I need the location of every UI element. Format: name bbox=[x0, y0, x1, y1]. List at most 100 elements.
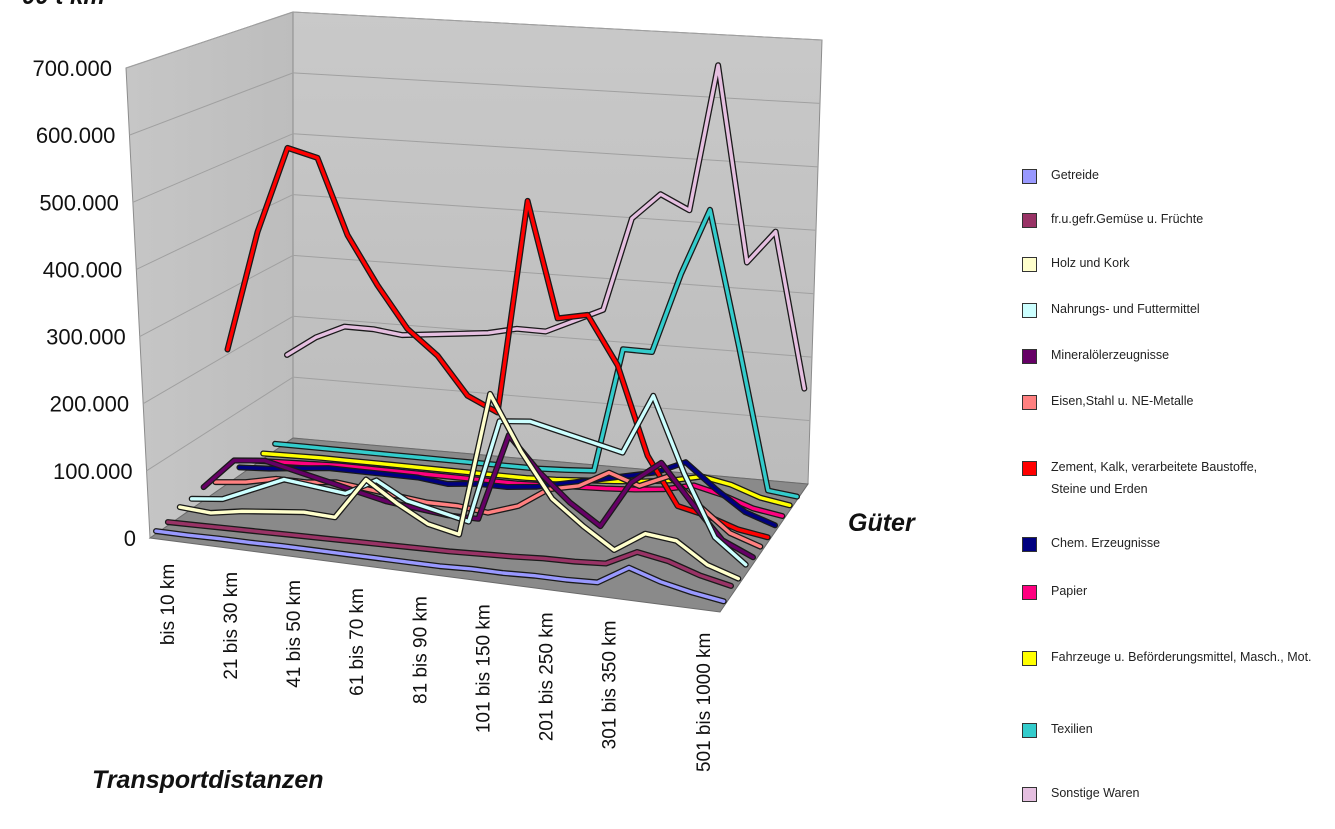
data-point bbox=[652, 395, 654, 397]
data-point bbox=[557, 317, 559, 319]
data-point bbox=[781, 515, 783, 517]
data-point bbox=[634, 489, 636, 490]
data-point bbox=[366, 488, 368, 490]
x-tick-label: 501 bis 1000 km bbox=[694, 633, 715, 772]
legend-swatch bbox=[1022, 257, 1037, 272]
data-point bbox=[361, 451, 363, 453]
x-tick-label: 301 bis 350 km bbox=[600, 620, 621, 749]
y-tick-label: 0 bbox=[124, 526, 136, 551]
data-point bbox=[723, 600, 725, 602]
data-point bbox=[238, 466, 240, 468]
data-point bbox=[328, 467, 330, 469]
data-point bbox=[486, 480, 488, 481]
gridline-back bbox=[292, 194, 817, 231]
legend-swatch bbox=[1022, 585, 1037, 600]
x-tick-label: 21 bis 30 km bbox=[221, 572, 242, 680]
data-point bbox=[315, 336, 317, 338]
data-point bbox=[286, 354, 288, 356]
y-tick-label: 100.000 bbox=[53, 459, 133, 484]
data-point bbox=[280, 461, 282, 463]
data-point bbox=[268, 468, 270, 470]
data-point bbox=[759, 497, 761, 499]
data-point bbox=[439, 565, 441, 567]
data-point bbox=[408, 466, 410, 467]
legend-item: Chem. Erzeugnisse bbox=[1022, 536, 1160, 554]
data-point bbox=[591, 441, 593, 443]
data-point bbox=[628, 567, 630, 569]
data-point bbox=[545, 331, 547, 332]
data-point bbox=[438, 468, 440, 470]
y-tick-label: 600.000 bbox=[36, 123, 116, 148]
data-point bbox=[520, 450, 522, 452]
x-axis-ticks: bis 10 km 21 bis 30 km 41 bis 50 km 61 bis … bbox=[158, 564, 715, 772]
data-point bbox=[587, 314, 589, 316]
data-point bbox=[229, 528, 231, 530]
legend-item: Zement, Kalk, verarbeitete Baustoffe, St… bbox=[1022, 460, 1291, 500]
legend-item: Eisen,Stahl u. NE-Metalle bbox=[1022, 394, 1193, 412]
data-point bbox=[527, 200, 529, 202]
data-point bbox=[651, 351, 653, 353]
legend-item: Fahrzeuge u. Beförderungsmittel, Masch.,… bbox=[1022, 650, 1312, 668]
data-point bbox=[622, 348, 624, 350]
data-point bbox=[416, 507, 418, 509]
data-point bbox=[517, 505, 519, 507]
data-point bbox=[222, 498, 223, 500]
legend-label: Chem. Erzeugnisse bbox=[1051, 536, 1161, 550]
data-point bbox=[264, 460, 266, 462]
data-point bbox=[660, 581, 662, 583]
data-point bbox=[467, 471, 469, 473]
data-point bbox=[573, 320, 575, 322]
gridline-side bbox=[132, 133, 294, 203]
data-point bbox=[506, 465, 508, 467]
y-tick-label: 400.000 bbox=[43, 257, 123, 282]
data-point bbox=[406, 500, 408, 502]
data-point bbox=[767, 536, 769, 538]
data-point bbox=[344, 553, 346, 555]
data-point bbox=[538, 471, 540, 473]
data-point bbox=[467, 395, 469, 397]
data-point bbox=[262, 453, 264, 454]
data-point bbox=[691, 592, 693, 593]
data-point bbox=[334, 516, 336, 518]
data-point bbox=[407, 561, 409, 563]
data-point bbox=[344, 326, 345, 328]
data-point bbox=[332, 448, 334, 450]
series-3 bbox=[188, 392, 749, 568]
data-point bbox=[345, 493, 347, 494]
y-tick-label: 700.000 bbox=[32, 56, 112, 81]
data-point bbox=[314, 486, 316, 487]
data-point bbox=[605, 563, 607, 564]
data-point bbox=[489, 393, 491, 395]
series-7 bbox=[236, 459, 778, 529]
data-point bbox=[198, 524, 200, 526]
data-point bbox=[387, 473, 389, 475]
gridline-side bbox=[146, 376, 294, 472]
data-point bbox=[325, 480, 327, 482]
data-point bbox=[566, 482, 568, 484]
legend-swatch bbox=[1022, 303, 1037, 318]
data-point bbox=[582, 525, 584, 527]
data-point bbox=[660, 193, 662, 195]
data-point bbox=[294, 470, 296, 472]
data-point bbox=[417, 477, 419, 478]
data-point bbox=[796, 496, 798, 498]
gridline-side bbox=[139, 254, 294, 338]
data-point bbox=[613, 480, 615, 482]
data-point bbox=[737, 578, 739, 580]
legend-swatch bbox=[1022, 169, 1037, 184]
data-point bbox=[390, 454, 392, 456]
data-point bbox=[487, 512, 489, 514]
data-point bbox=[745, 564, 747, 566]
data-point bbox=[167, 521, 169, 523]
data-point bbox=[516, 483, 518, 484]
data-point bbox=[427, 474, 429, 475]
data-point bbox=[597, 581, 598, 583]
data-point bbox=[357, 470, 359, 472]
data-point bbox=[699, 574, 701, 576]
legend-label: Sonstige Waren bbox=[1051, 786, 1140, 800]
data-point bbox=[499, 420, 500, 422]
legend-label: Mineralölerzeugnisse bbox=[1051, 348, 1170, 362]
series-2 bbox=[176, 390, 742, 582]
data-point bbox=[685, 461, 687, 463]
data-point bbox=[401, 334, 403, 336]
